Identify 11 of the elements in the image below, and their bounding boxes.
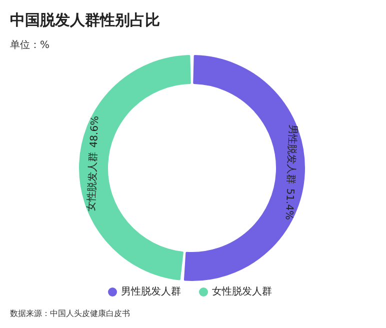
slice-label: 女性脱发人群 xyxy=(84,151,100,212)
legend-label: 男性脱发人群 xyxy=(121,286,181,298)
data-label: 48.6% xyxy=(88,116,102,148)
chart-subtitle: 单位：% xyxy=(10,39,50,51)
donut-slice xyxy=(184,55,305,281)
legend-label: 女性脱发人群 xyxy=(212,286,272,298)
source-note: 数据来源：中国人头皮健康白皮书 xyxy=(10,309,130,318)
slice-label: 男性脱发人群 xyxy=(284,124,300,185)
donut-slice xyxy=(79,55,191,280)
chart-title: 中国脱发人群性别占比 xyxy=(10,11,160,29)
data-label: 51.4% xyxy=(282,188,296,220)
